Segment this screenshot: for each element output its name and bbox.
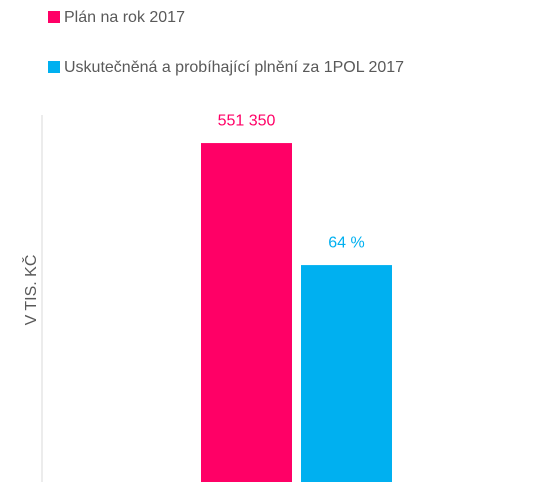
legend-label: Plán na rok 2017 bbox=[64, 9, 185, 26]
bar bbox=[301, 265, 392, 482]
legend-swatch bbox=[48, 61, 60, 73]
legend-label: Uskutečněná a probíhající plnění za 1POL… bbox=[64, 59, 404, 76]
data-label: 64 % bbox=[328, 234, 364, 251]
bar bbox=[201, 143, 292, 482]
y-axis-label: V TIS. KČ bbox=[21, 255, 40, 326]
legend-swatch bbox=[48, 11, 60, 23]
data-label: 551 350 bbox=[218, 112, 276, 129]
